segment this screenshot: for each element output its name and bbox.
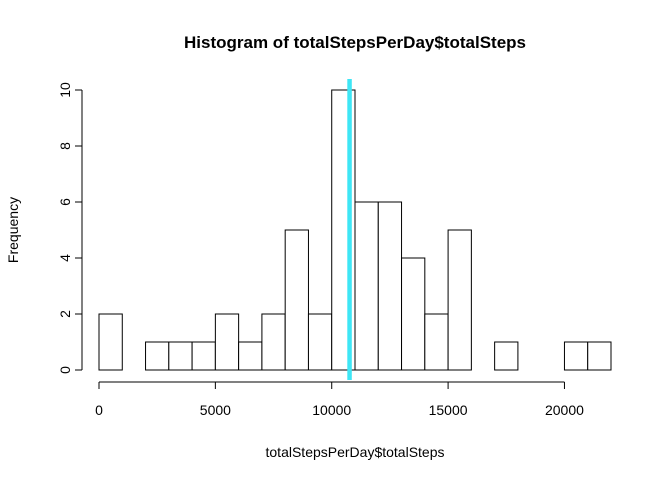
histogram-bar [191, 341, 216, 371]
x-axis: 0 5000 10000 15000 20000 [95, 381, 584, 418]
y-tick-label: 8 [57, 142, 73, 150]
histogram-bar [401, 257, 426, 371]
histogram-bar [214, 313, 240, 371]
x-tick-label: 5000 [200, 402, 231, 418]
histogram-bar [307, 313, 333, 371]
histogram-bar [494, 341, 519, 371]
x-tick-label: 0 [95, 402, 103, 418]
histogram-bar [238, 341, 263, 371]
histogram-bar [377, 201, 403, 371]
y-axis: 0 2 4 6 8 10 [57, 82, 83, 374]
x-tick-label: 10000 [312, 402, 351, 418]
histogram-bar [145, 341, 170, 371]
histogram-bar [447, 229, 472, 371]
histogram-bar [424, 313, 449, 371]
y-tick-label: 6 [57, 198, 73, 206]
histogram-bar [284, 229, 309, 371]
histogram-bar [587, 341, 612, 371]
y-tick-label: 0 [57, 366, 73, 374]
histogram-bar [563, 341, 589, 371]
histogram-bar [168, 341, 193, 371]
y-axis-label: Frequency [5, 197, 21, 263]
y-tick-label: 2 [57, 310, 73, 318]
histogram-bar [354, 201, 379, 371]
histogram-bar [98, 313, 123, 371]
chart-title: Histogram of totalStepsPerDay$totalSteps [184, 33, 526, 52]
y-tick-label: 4 [57, 254, 73, 262]
x-tick-label: 15000 [429, 402, 468, 418]
x-axis-label: totalStepsPerDay$totalSteps [266, 444, 445, 460]
x-tick-label: 20000 [545, 402, 584, 418]
y-tick-label: 10 [57, 82, 73, 98]
histogram-bar [261, 313, 286, 371]
histogram-bars [98, 89, 612, 371]
